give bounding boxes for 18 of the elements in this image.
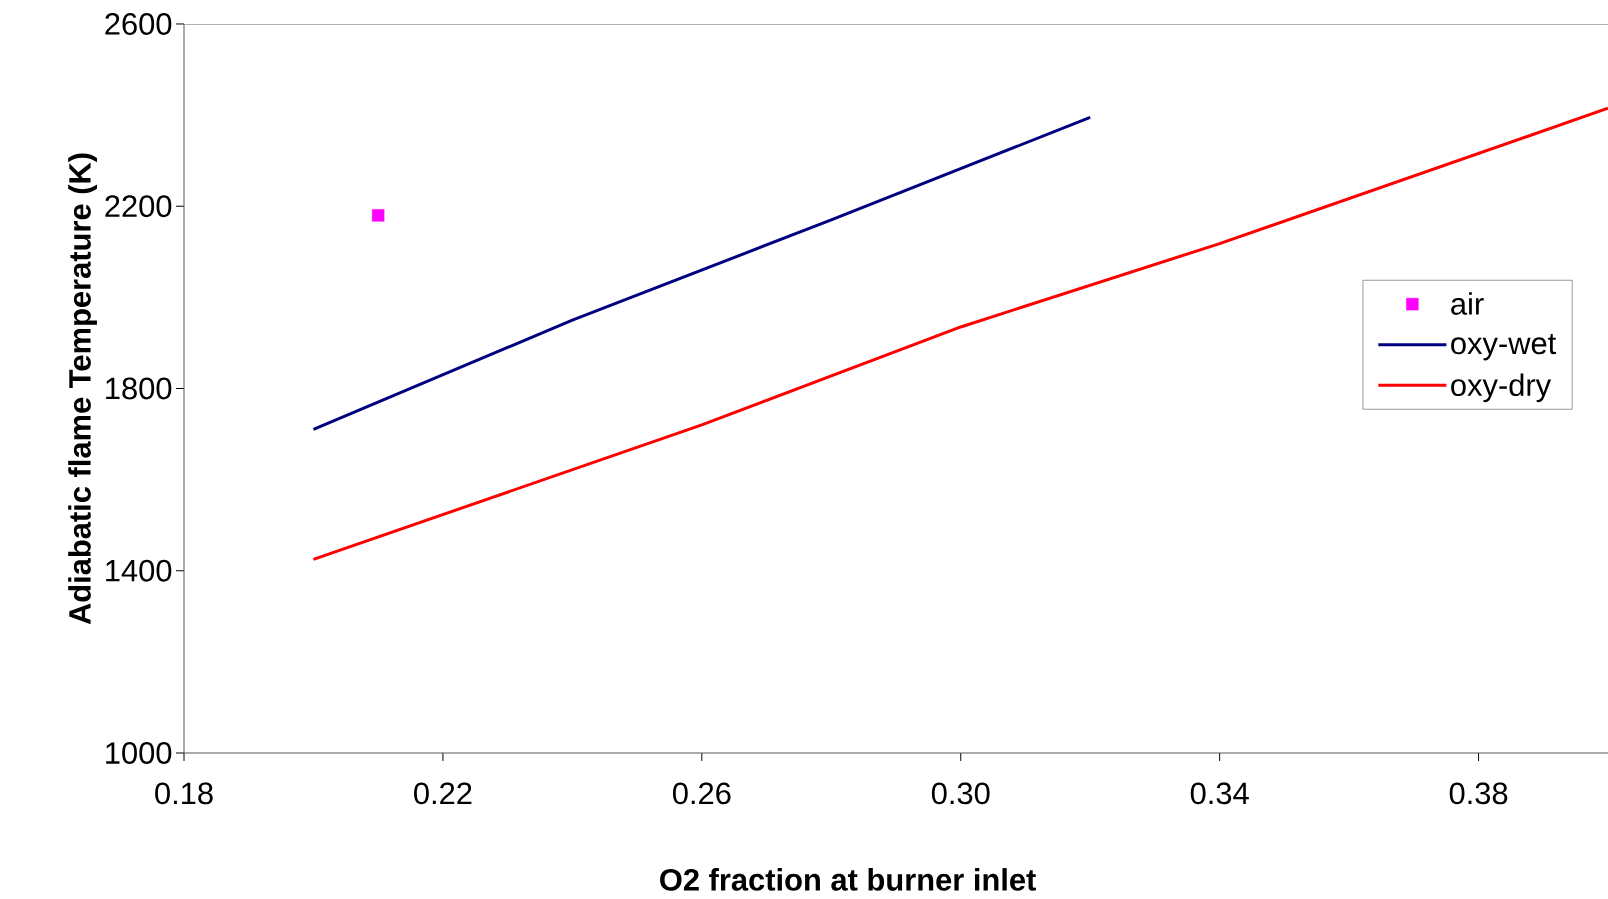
- y-tick-label: 1800: [106, 377, 172, 400]
- line-series: [311, 106, 1608, 561]
- y-tick-label: 1000: [106, 742, 172, 764]
- y-tick-label: 2200: [105, 195, 172, 218]
- x-tick-label: 0.34: [1190, 782, 1249, 805]
- y-tick-label: 1400: [106, 559, 172, 582]
- x-tick-label: 0.26: [672, 782, 731, 805]
- x-tick-label: 0.38: [1449, 782, 1508, 805]
- legend-label: air: [1451, 292, 1484, 315]
- legend-label: oxy-wet: [1451, 334, 1557, 361]
- x-axis-title: O2 fraction at burner inlet: [660, 868, 1036, 891]
- legend-label: oxy-dry: [1451, 373, 1552, 403]
- x-tick-label: 0.22: [414, 782, 472, 805]
- x-tick-label: 0.30: [931, 782, 990, 805]
- y-tick-label: 2600: [105, 13, 172, 35]
- line-series: [311, 115, 1092, 431]
- y-axis-title: Adiabatic flame Temperature (K): [68, 153, 97, 625]
- x-tick-label: 0.18: [155, 782, 213, 805]
